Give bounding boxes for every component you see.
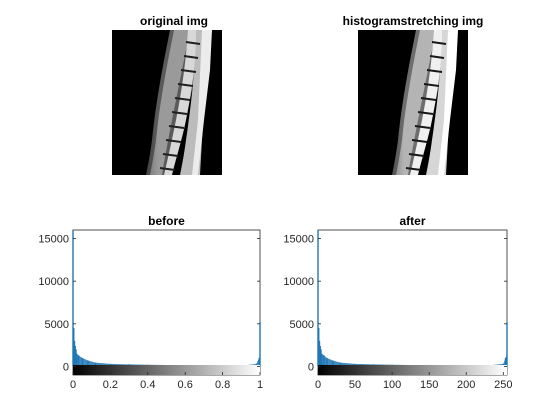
- y-tick-label: 10000: [283, 276, 314, 288]
- y-tick-label: 0: [63, 361, 69, 373]
- x-tick-label: 150: [420, 379, 438, 391]
- original-image-title: original img: [140, 14, 208, 28]
- original-mri-image: [112, 30, 222, 175]
- x-tick-label: 200: [457, 379, 475, 391]
- x-tick-label: 0.2: [103, 379, 118, 391]
- grayscale-colorbar: [73, 365, 260, 375]
- histogram-fill: [318, 353, 507, 367]
- axes-box: [317, 229, 508, 376]
- histogram-after: after 0 5000 10000 15000 0 50 100 150 200 250: [283, 214, 512, 391]
- y-tick-label: 5000: [290, 319, 314, 331]
- stretched-mri-image: [358, 30, 468, 175]
- stretched-image-title: histogramstretching img: [343, 14, 484, 28]
- histogram-title: after: [399, 214, 425, 228]
- x-tick-label: 0: [70, 379, 76, 391]
- x-tick-label: 0.6: [178, 379, 193, 391]
- y-tick-label: 15000: [283, 234, 314, 246]
- x-tick-label: 0.4: [140, 379, 155, 391]
- original-image-panel: original img: [112, 14, 222, 175]
- x-tick-label: 100: [383, 379, 401, 391]
- y-tick-label: 5000: [45, 319, 69, 331]
- histogram-title: before: [148, 214, 185, 228]
- x-tick-label: 250: [494, 379, 512, 391]
- stretched-image-panel: histogramstretching img: [343, 14, 484, 175]
- x-tick-label: 0.8: [215, 379, 230, 391]
- x-tick-label: 0: [315, 379, 321, 391]
- y-tick-label: 0: [308, 361, 314, 373]
- histogram-before: before 0 5000 10000 15000 0 0.2 0.4 0.6 0.8 1: [38, 214, 263, 391]
- x-tick-label: 1: [257, 379, 263, 391]
- y-tick-label: 10000: [38, 276, 69, 288]
- histogram-fill: [73, 353, 260, 367]
- grayscale-colorbar: [318, 365, 507, 375]
- x-tick-label: 50: [349, 379, 361, 391]
- y-tick-label: 15000: [38, 234, 69, 246]
- axes-box: [72, 229, 261, 376]
